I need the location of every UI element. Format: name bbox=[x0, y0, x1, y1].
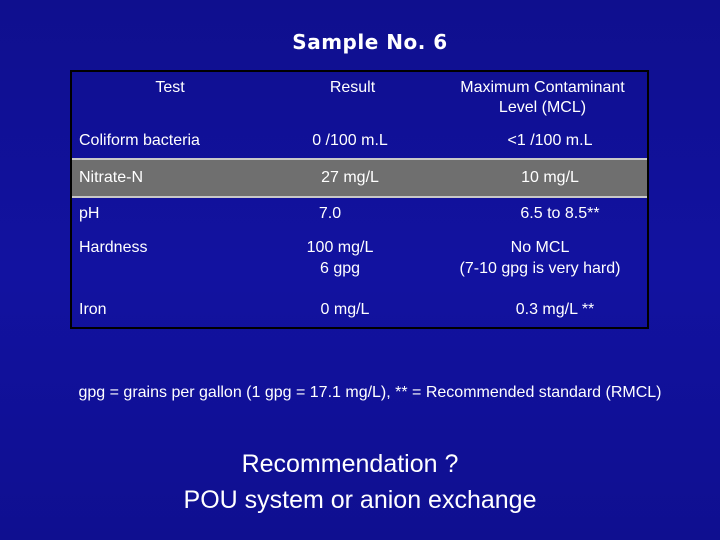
row-nitrate-mcl: 10 mg/L bbox=[521, 169, 579, 186]
row-nitrate-result: 27 mg/L bbox=[321, 169, 379, 186]
results-table bbox=[70, 70, 649, 329]
row-hardness-mcl-line1: No MCL bbox=[510, 239, 570, 256]
row-iron-test: Iron bbox=[79, 301, 107, 318]
row-nitrate-test: Nitrate-N bbox=[79, 169, 144, 186]
row-hardness-result-line1: 100 mg/L bbox=[306, 239, 374, 256]
row-coliform-mcl: <1 /100 m.L bbox=[507, 132, 593, 149]
row-coliform-result: 0 /100 m.L bbox=[312, 132, 388, 149]
recommendation-text: POU system or anion exchange bbox=[183, 486, 537, 514]
row-hardness-mcl-line2: (7-10 gpg is very hard) bbox=[459, 260, 621, 277]
row-iron-mcl: 0.3 mg/L ** bbox=[515, 301, 595, 318]
row-iron-result: 0 mg/L bbox=[320, 301, 370, 318]
recommendation-heading: Recommendation ? bbox=[241, 450, 459, 478]
header-test: Test bbox=[155, 79, 185, 96]
highlighted-row-nitrate bbox=[70, 158, 649, 198]
row-ph-mcl: 6.5 to 8.5** bbox=[520, 205, 600, 222]
footnote: gpg = grains per gallon (1 gpg = 17.1 mg… bbox=[78, 384, 662, 401]
header-mcl-line1: Maximum Contaminant bbox=[460, 79, 625, 96]
header-mcl-line2: Level (MCL) bbox=[498, 99, 587, 116]
row-hardness-result-line2: 6 gpg bbox=[319, 260, 361, 277]
header-result: Result bbox=[329, 79, 376, 96]
row-ph-result: 7.0 bbox=[318, 205, 342, 222]
slide-title: Sample No. 6 bbox=[292, 30, 448, 54]
row-ph-test: pH bbox=[79, 205, 100, 222]
row-hardness-test: Hardness bbox=[79, 239, 148, 256]
row-coliform-test: Coliform bacteria bbox=[79, 132, 200, 149]
